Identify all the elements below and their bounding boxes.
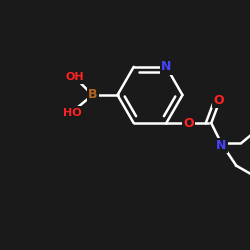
Text: HO: HO	[63, 108, 82, 118]
Text: O: O	[184, 117, 194, 130]
Text: B: B	[88, 88, 97, 102]
Text: O: O	[214, 94, 224, 107]
Text: OH: OH	[66, 72, 84, 83]
Text: N: N	[216, 139, 226, 152]
Text: N: N	[161, 60, 172, 73]
